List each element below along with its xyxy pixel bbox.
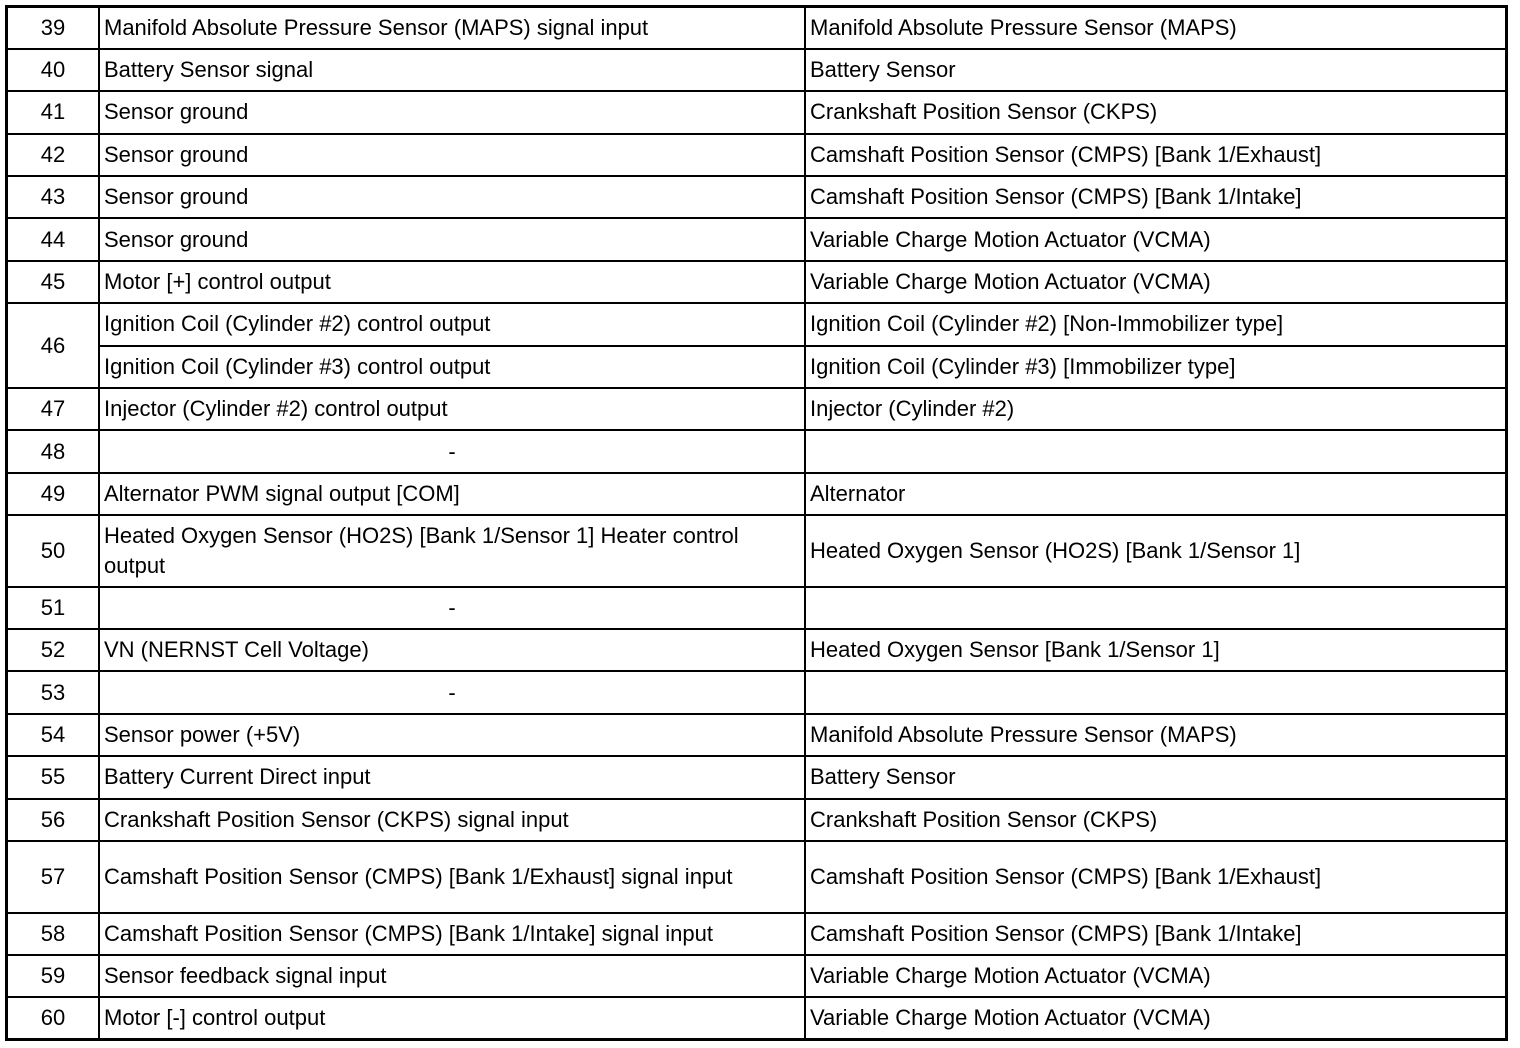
connected-component bbox=[804, 670, 1508, 715]
pin-number: 54 bbox=[5, 712, 100, 758]
pin-description: Heated Oxygen Sensor (HO2S) [Bank 1/Sens… bbox=[98, 514, 806, 588]
connected-component: Battery Sensor bbox=[804, 755, 1508, 800]
pin-number: 47 bbox=[5, 387, 100, 432]
connected-component: Injector (Cylinder #2) bbox=[804, 387, 1508, 432]
connected-component: Alternator bbox=[804, 471, 1508, 517]
pin-number: 43 bbox=[5, 175, 100, 220]
pin-number: 52 bbox=[5, 628, 100, 673]
pin-number: 39 bbox=[5, 5, 100, 50]
table-row: 55 Battery Current Direct input Battery Se… bbox=[5, 755, 1508, 800]
table-row: 45 Motor [+] control output Variable Charg… bbox=[5, 259, 1508, 305]
pin-description: Camshaft Position Sensor (CMPS) [Bank 1/… bbox=[98, 911, 806, 956]
pin-number: 57 bbox=[5, 840, 100, 914]
table-row: 44 Sensor ground Variable Charge Motion Ac… bbox=[5, 217, 1508, 262]
pin-description: - bbox=[98, 429, 806, 474]
pin-number: 41 bbox=[5, 90, 100, 135]
table-row: 46 Ignition Coil (Cylinder #2) control ou… bbox=[5, 302, 1508, 390]
connected-component: Camshaft Position Sensor (CMPS) [Bank 1/… bbox=[804, 175, 1508, 220]
pin-number: 48 bbox=[5, 429, 100, 474]
pin-number: 44 bbox=[5, 217, 100, 262]
connected-component: Variable Charge Motion Actuator (VCMA) bbox=[804, 217, 1508, 262]
connected-component: Ignition Coil (Cylinder #3) [Immobilizer… bbox=[804, 344, 1508, 390]
pin-description: Crankshaft Position Sensor (CKPS) signal… bbox=[98, 797, 806, 843]
connected-component bbox=[804, 429, 1508, 474]
pin-description: Sensor ground bbox=[98, 175, 806, 220]
pin-description: Motor [+] control output bbox=[98, 259, 806, 305]
connected-component: Variable Charge Motion Actuator (VCMA) bbox=[804, 996, 1508, 1041]
connected-component: Variable Charge Motion Actuator (VCMA) bbox=[804, 953, 1508, 999]
connected-component bbox=[804, 585, 1508, 631]
pin-description: VN (NERNST Cell Voltage) bbox=[98, 628, 806, 673]
table-row: 41 Sensor ground Crankshaft Position Senso… bbox=[5, 90, 1508, 135]
table-row: 56 Crankshaft Position Sensor (CKPS) sign… bbox=[5, 797, 1508, 843]
pin-description: Camshaft Position Sensor (CMPS) [Bank 1/… bbox=[98, 840, 806, 914]
table-row: 50 Heated Oxygen Sensor (HO2S) [Bank 1/Se… bbox=[5, 514, 1508, 588]
pin-description: Sensor feedback signal input bbox=[98, 953, 806, 999]
pin-table: 39 Manifold Absolute Pressure Sensor (MAP… bbox=[5, 5, 1508, 1042]
table-row: 47 Injector (Cylinder #2) control output I… bbox=[5, 387, 1508, 432]
connected-component: Heated Oxygen Sensor [Bank 1/Sensor 1] bbox=[804, 628, 1508, 673]
table-row: 43 Sensor ground Camshaft Position Sensor … bbox=[5, 175, 1508, 220]
pin-description: Sensor ground bbox=[98, 90, 806, 135]
table-row: 42 Sensor ground Camshaft Position Sensor … bbox=[5, 132, 1508, 178]
pin-description: Sensor ground bbox=[98, 132, 806, 178]
table-row: 51- bbox=[5, 585, 1508, 631]
table-row: 39 Manifold Absolute Pressure Sensor (MAP… bbox=[5, 5, 1508, 50]
table-row: 60 Motor [-] control output Variable Charg… bbox=[5, 996, 1508, 1041]
table-row: 58 Camshaft Position Sensor (CMPS) [Bank … bbox=[5, 911, 1508, 956]
connected-component: Battery Sensor bbox=[804, 47, 1508, 93]
pin-number: 46 bbox=[5, 302, 100, 390]
table-row: 49 Alternator PWM signal output [COM] Alte… bbox=[5, 471, 1508, 517]
pin-number: 42 bbox=[5, 132, 100, 178]
pin-description: Manifold Absolute Pressure Sensor (MAPS)… bbox=[98, 5, 806, 50]
pin-number: 49 bbox=[5, 471, 100, 517]
connected-component: Camshaft Position Sensor (CMPS) [Bank 1/… bbox=[804, 911, 1508, 956]
pin-description: - bbox=[98, 585, 806, 631]
connected-component: Manifold Absolute Pressure Sensor (MAPS) bbox=[804, 5, 1508, 50]
connected-component: Crankshaft Position Sensor (CKPS) bbox=[804, 797, 1508, 843]
pin-number: 58 bbox=[5, 911, 100, 956]
connected-component: Manifold Absolute Pressure Sensor (MAPS) bbox=[804, 712, 1508, 758]
table-row: 52 VN (NERNST Cell Voltage) Heated Oxygen … bbox=[5, 628, 1508, 673]
connected-component: Camshaft Position Sensor (CMPS) [Bank 1/… bbox=[804, 132, 1508, 178]
connected-component: Crankshaft Position Sensor (CKPS) bbox=[804, 90, 1508, 135]
pin-description: Battery Sensor signal bbox=[98, 47, 806, 93]
pin-number: 56 bbox=[5, 797, 100, 843]
pin-number: 45 bbox=[5, 259, 100, 305]
pin-description: Alternator PWM signal output [COM] bbox=[98, 471, 806, 517]
pin-description: Ignition Coil (Cylinder #2) control outp… bbox=[98, 302, 806, 347]
table-row: 59 Sensor feedback signal input Variable C… bbox=[5, 953, 1508, 999]
pin-description: Sensor power (+5V) bbox=[98, 712, 806, 758]
pin-number: 51 bbox=[5, 585, 100, 631]
pin-description: Injector (Cylinder #2) control output bbox=[98, 387, 806, 432]
pin-description: - bbox=[98, 670, 806, 715]
pin-description: Battery Current Direct input bbox=[98, 755, 806, 800]
table-row: 57 Camshaft Position Sensor (CMPS) [Bank … bbox=[5, 840, 1508, 914]
connected-component: Heated Oxygen Sensor (HO2S) [Bank 1/Sens… bbox=[804, 514, 1508, 588]
pin-number: 55 bbox=[5, 755, 100, 800]
table-row: Ignition Coil (Cylinder #3) control outp… bbox=[7, 344, 1508, 390]
table-row: 53- bbox=[5, 670, 1508, 715]
pin-description: Motor [-] control output bbox=[98, 996, 806, 1041]
table-row: 48- bbox=[5, 429, 1508, 474]
pin-number: 40 bbox=[5, 47, 100, 93]
pin-number: 59 bbox=[5, 953, 100, 999]
pin-description: Sensor ground bbox=[98, 217, 806, 262]
connected-component: Variable Charge Motion Actuator (VCMA) bbox=[804, 259, 1508, 305]
connected-component: Ignition Coil (Cylinder #2) [Non-Immobil… bbox=[804, 302, 1508, 347]
table-row: 40 Battery Sensor signal Battery Sensor bbox=[5, 47, 1508, 93]
connected-component: Camshaft Position Sensor (CMPS) [Bank 1/… bbox=[804, 840, 1508, 914]
pin-number: 50 bbox=[5, 514, 100, 588]
pin-number: 53 bbox=[5, 670, 100, 715]
table-row: 54 Sensor power (+5V) Manifold Absolute Pr… bbox=[5, 712, 1508, 758]
pin-description: Ignition Coil (Cylinder #3) control outp… bbox=[98, 344, 806, 390]
pin-number: 60 bbox=[5, 996, 100, 1041]
